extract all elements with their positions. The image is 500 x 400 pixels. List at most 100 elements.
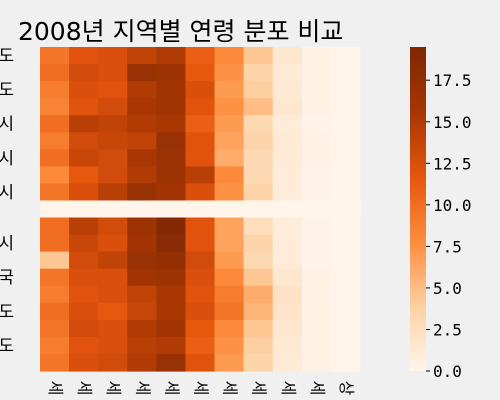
row-label: 시 <box>0 149 14 169</box>
heatmap-cell <box>301 98 332 116</box>
heatmap-cell <box>214 149 245 167</box>
heatmap-cell <box>185 132 216 150</box>
heatmap-cell <box>214 217 245 236</box>
colorbar-tick-label: 0.0 <box>433 362 462 381</box>
heatmap-cell <box>127 234 157 253</box>
heatmap-cell <box>98 268 128 287</box>
heatmap-cell <box>214 336 245 355</box>
heatmap-cell <box>40 132 70 150</box>
heatmap-cell <box>330 47 361 65</box>
heatmap-cell <box>156 81 187 99</box>
heatmap-cell <box>272 115 303 133</box>
heatmap-cell <box>243 319 274 338</box>
heatmap-cell <box>272 132 303 150</box>
heatmap-cell <box>330 64 361 82</box>
heatmap-cell <box>301 285 332 304</box>
heatmap-cell <box>330 81 361 99</box>
heatmap-cell <box>40 166 70 185</box>
heatmap-cell <box>214 234 245 253</box>
heatmap-cell <box>40 336 70 355</box>
heatmap-cell <box>214 200 245 219</box>
row-label: 도 <box>0 336 14 356</box>
heatmap-cell <box>272 353 303 372</box>
heatmap-cell <box>40 47 70 65</box>
column-label: 세 <box>46 381 65 396</box>
heatmap-cell <box>185 217 216 236</box>
heatmap-cell <box>185 166 216 185</box>
heatmap-cell <box>185 234 216 253</box>
heatmap-cell <box>214 302 245 321</box>
heatmap-cell <box>156 47 187 65</box>
heatmap-cell <box>243 336 274 355</box>
heatmap-cell <box>98 336 128 355</box>
heatmap-cell <box>272 81 303 99</box>
heatmap-cell <box>40 81 70 99</box>
heatmap-cell <box>127 251 157 270</box>
colorbar-tick-label: 10.0 <box>433 196 472 215</box>
heatmap-cell <box>127 149 157 167</box>
heatmap-cells <box>40 47 361 372</box>
heatmap-cell <box>127 353 157 372</box>
colorbar-tick-label: 12.5 <box>433 154 472 173</box>
heatmap-cell <box>214 319 245 338</box>
heatmap-cell <box>243 268 274 287</box>
heatmap-cell <box>272 268 303 287</box>
heatmap-cell <box>127 183 157 202</box>
heatmap-cell <box>98 64 128 82</box>
heatmap-cell <box>127 98 157 116</box>
heatmap-cell <box>127 319 157 338</box>
heatmap-cell <box>330 166 361 185</box>
heatmap-cell <box>301 234 332 253</box>
heatmap-cell <box>98 251 128 270</box>
heatmap-cell <box>98 115 128 133</box>
heatmap-cell <box>243 81 274 99</box>
heatmap-cell <box>214 47 245 65</box>
heatmap-cell <box>330 200 361 219</box>
heatmap-cell <box>272 302 303 321</box>
row-label: 도 <box>0 302 14 322</box>
heatmap-cell <box>156 353 187 372</box>
heatmap-cell <box>40 319 70 338</box>
heatmap-cell <box>272 98 303 116</box>
row-label: 시 <box>0 234 14 254</box>
heatmap-cell <box>69 166 99 185</box>
heatmap-cell <box>301 200 332 219</box>
heatmap-cell <box>272 183 303 202</box>
heatmap-cell <box>185 64 216 82</box>
heatmap-cell <box>98 353 128 372</box>
heatmap-cell <box>272 217 303 236</box>
heatmap-cell <box>69 132 99 150</box>
heatmap-cell <box>301 64 332 82</box>
heatmap-cell <box>301 81 332 99</box>
colorbar-tick-label: 15.0 <box>433 113 472 132</box>
heatmap-cell <box>330 285 361 304</box>
heatmap-cell <box>301 166 332 185</box>
column-label: 세 <box>133 381 152 396</box>
heatmap-cell <box>98 183 128 202</box>
heatmap-cell <box>156 336 187 355</box>
heatmap-cell <box>156 183 187 202</box>
heatmap-cell <box>301 353 332 372</box>
heatmap-cell <box>127 217 157 236</box>
heatmap-cell <box>243 353 274 372</box>
column-label: 세 <box>221 381 240 396</box>
heatmap-cell <box>69 217 99 236</box>
row-label: 도 <box>0 81 14 101</box>
row-label: 시 <box>0 183 14 203</box>
heatmap-cell <box>243 115 274 133</box>
heatmap-cell <box>156 319 187 338</box>
colorbar-tick-label: 5.0 <box>433 279 462 298</box>
heatmap-cell <box>69 336 99 355</box>
heatmap-cell <box>69 319 99 338</box>
column-label: 세 <box>104 381 123 396</box>
heatmap-cell <box>185 98 216 116</box>
row-label: 도 <box>0 47 14 67</box>
heatmap-cell <box>301 47 332 65</box>
heatmap-cell <box>214 132 245 150</box>
heatmap-cell <box>214 183 245 202</box>
heatmap-cell <box>330 217 361 236</box>
heatmap-cell <box>40 251 70 270</box>
column-label: 상 <box>337 381 356 396</box>
